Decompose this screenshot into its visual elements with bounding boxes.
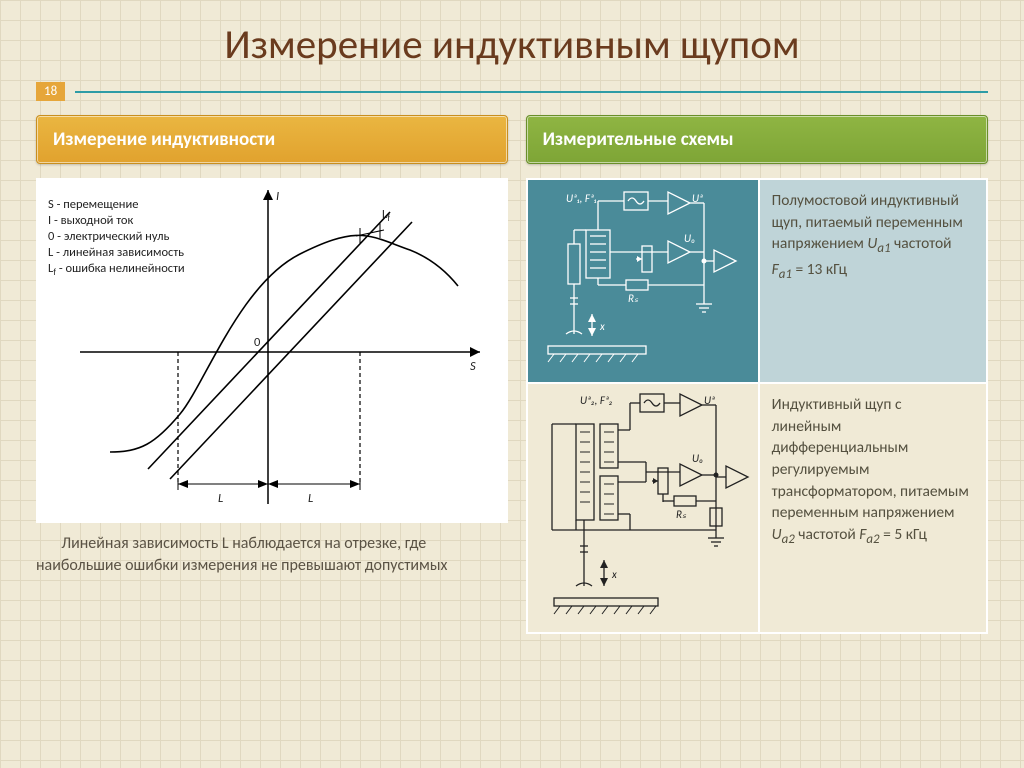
svg-text:Rₛ: Rₛ	[628, 292, 639, 305]
page-number-badge: 18	[36, 82, 65, 101]
scheme-1-diagram: Uₐ₁, Fₐ₁ Uₐ	[527, 179, 759, 383]
svg-text:0: 0	[254, 335, 261, 350]
dim-L-left: L	[178, 478, 268, 506]
svg-text:L: L	[308, 491, 313, 506]
svg-text:L - линейная зависимость: L - линейная зависимость	[48, 245, 184, 260]
svg-text:Lf: Lf	[382, 207, 390, 224]
scheme-1-text: Полумостовой индуктивный щуп, питаемый п…	[759, 179, 987, 383]
inductance-chart: S - перемещение I - выходной ток 0 - эле…	[36, 178, 508, 523]
svg-text:U₀: U₀	[684, 232, 695, 245]
page-title: Измерение индуктивным щупом	[36, 20, 988, 70]
svg-text:x: x	[599, 320, 605, 333]
scheme-2-text: Индуктивный щуп с линейным дифференциаль…	[759, 383, 987, 633]
svg-text:x: x	[611, 568, 617, 581]
svg-text:L: L	[218, 491, 223, 506]
svg-text:Rₛ: Rₛ	[676, 508, 687, 521]
svg-text:U₀: U₀	[692, 452, 703, 465]
left-section-header: Измерение индуктивности	[36, 115, 508, 164]
svg-text:Uₐ₂, Fₐ₂: Uₐ₂, Fₐ₂	[580, 394, 613, 407]
svg-text:I - выходной ток: I - выходной ток	[48, 213, 134, 228]
title-divider: 18	[36, 82, 988, 101]
svg-text:Uₐ₁, Fₐ₁: Uₐ₁, Fₐ₁	[566, 192, 597, 205]
svg-text:0 - электрический нуль: 0 - электрический нуль	[48, 229, 169, 244]
svg-text:S: S	[470, 359, 476, 374]
svg-text:I: I	[276, 189, 279, 204]
scheme-2-diagram: Uₐ₂, Fₐ₂ Uₐ	[527, 383, 759, 633]
svg-text:Lf - ошибка нелинейности: Lf - ошибка нелинейности	[48, 261, 185, 278]
divider-line	[75, 91, 988, 93]
dim-L-right: L	[268, 478, 360, 506]
right-section-header: Измерительные схемы	[526, 115, 988, 164]
chart-caption: Линейная зависимость L наблюдается на от…	[36, 533, 508, 576]
schemes-table: Uₐ₁, Fₐ₁ Uₐ	[526, 178, 988, 634]
svg-text:S - перемещение: S - перемещение	[48, 197, 138, 212]
